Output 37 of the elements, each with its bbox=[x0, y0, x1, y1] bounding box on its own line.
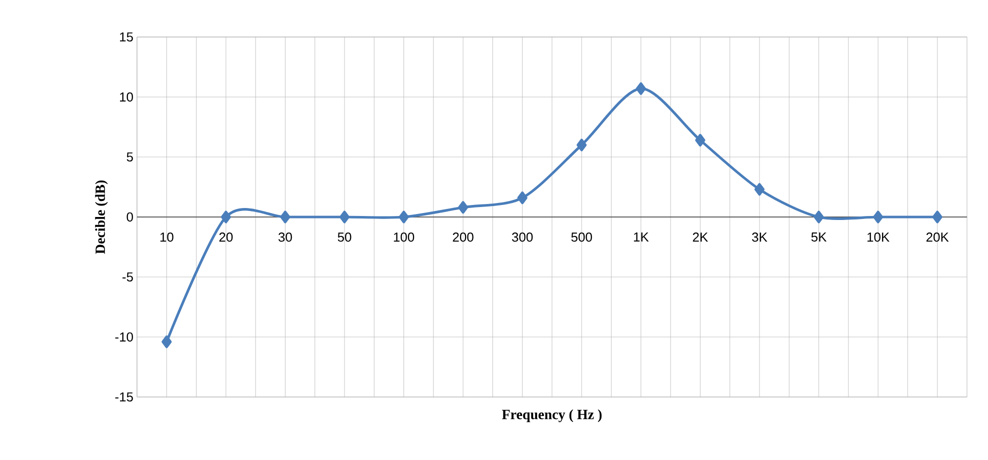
x-tick-label: 30 bbox=[278, 232, 292, 242]
x-tick-label: 3K bbox=[752, 232, 768, 242]
x-axis-title: Frequency ( Hz ) bbox=[502, 409, 602, 422]
y-tick-label: -10 bbox=[115, 332, 133, 342]
point bbox=[162, 335, 172, 348]
y-axis-title: Decible (dB) bbox=[95, 180, 108, 254]
x-tick-label: 10K bbox=[867, 232, 890, 242]
point bbox=[932, 210, 942, 224]
point bbox=[458, 201, 468, 214]
y-tick-label: -15 bbox=[115, 392, 133, 402]
point bbox=[636, 82, 646, 95]
x-tick-label: 2K bbox=[692, 232, 708, 242]
x-tick-label: 1K bbox=[634, 232, 649, 242]
y-tick-label: 5 bbox=[126, 152, 133, 162]
point bbox=[398, 210, 409, 224]
x-tick-label: 100 bbox=[394, 232, 414, 242]
y-tick-label: 15 bbox=[120, 32, 133, 42]
point bbox=[754, 183, 765, 196]
point bbox=[814, 210, 824, 224]
point bbox=[220, 210, 231, 224]
y-tick-label: -5 bbox=[122, 272, 133, 282]
x-tick-label: 300 bbox=[512, 232, 533, 242]
point bbox=[576, 138, 587, 152]
point bbox=[695, 134, 706, 146]
x-tick-label: 10 bbox=[160, 232, 174, 242]
x-tick-label: 5K bbox=[811, 232, 827, 242]
x-tick-label: 200 bbox=[452, 232, 474, 242]
point bbox=[339, 210, 350, 224]
x-tick-label: 20K bbox=[926, 232, 949, 242]
y-tick-label: 0 bbox=[126, 212, 133, 222]
point bbox=[517, 191, 528, 204]
y-tick-label: 10 bbox=[120, 92, 133, 102]
x-tick-label: 50 bbox=[338, 232, 352, 242]
x-tick-label: 20 bbox=[219, 232, 233, 242]
point bbox=[280, 210, 290, 224]
x-tick-label: 500 bbox=[571, 232, 592, 242]
point bbox=[873, 210, 884, 224]
